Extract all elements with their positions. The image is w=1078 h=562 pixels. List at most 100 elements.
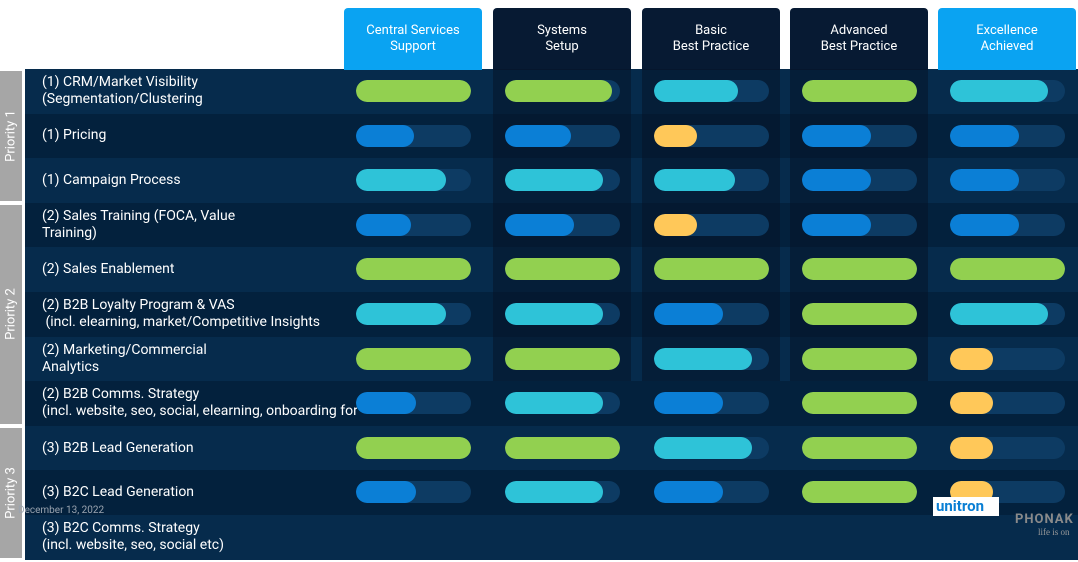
progress-track — [802, 481, 917, 504]
progress-track — [654, 124, 769, 147]
progress-track — [505, 347, 620, 370]
progress-track — [802, 258, 917, 281]
progress-track — [505, 436, 620, 459]
row-label: (2) B2B Loyalty Program & VAS (incl. ele… — [42, 292, 357, 337]
progress-fill — [950, 169, 1019, 192]
progress-track — [505, 392, 620, 415]
progress-fill — [356, 258, 471, 281]
progress-fill — [654, 392, 723, 415]
priority-label: Priority 2 — [3, 288, 19, 341]
progress-track — [654, 169, 769, 192]
progress-fill — [356, 124, 414, 147]
row-label: (3) B2C Comms. Strategy (incl. website, s… — [42, 515, 357, 560]
progress-fill — [505, 303, 603, 325]
progress-track — [802, 80, 917, 102]
progress-track — [654, 436, 769, 459]
progress-fill — [802, 124, 871, 147]
header-line: Setup — [545, 39, 579, 54]
progress-fill — [505, 258, 620, 281]
header-line: Best Practice — [820, 39, 898, 54]
progress-track — [356, 213, 471, 236]
progress-track — [505, 481, 620, 504]
progress-fill — [802, 213, 871, 236]
progress-track — [505, 124, 620, 147]
progress-fill — [654, 303, 723, 325]
row-label-line: (incl. elearning, market/Competitive Ins… — [42, 314, 321, 331]
progress-track — [505, 258, 620, 281]
row-label-line: Analytics — [42, 358, 100, 375]
row-label: (2) Marketing/Commercial Analytics — [42, 337, 357, 382]
column-header: Excellence Achieved — [938, 8, 1076, 70]
progress-track — [950, 436, 1065, 459]
progress-track — [950, 213, 1065, 236]
progress-fill — [654, 258, 769, 281]
progress-fill — [505, 436, 620, 459]
progress-fill — [802, 436, 917, 459]
row-label-line: (3) B2B Lead Generation — [42, 439, 194, 456]
row-label: (2) B2B Comms. Strategy (incl. website, s… — [42, 381, 357, 426]
progress-fill — [654, 481, 723, 504]
row-label-line: (1) Campaign Process — [42, 171, 181, 188]
progress-fill — [356, 481, 416, 504]
progress-fill — [802, 303, 917, 325]
brand-logo: PHONAK — [1015, 512, 1074, 527]
progress-track — [356, 436, 471, 459]
progress-track — [505, 80, 620, 102]
progress-fill — [802, 481, 917, 504]
header-line: Central Services — [366, 23, 460, 38]
progress-track — [356, 347, 471, 370]
progress-track — [356, 392, 471, 415]
progress-fill — [356, 347, 471, 370]
progress-track — [505, 213, 620, 236]
progress-fill — [505, 213, 574, 236]
progress-fill — [505, 481, 603, 504]
progress-fill — [505, 392, 603, 415]
progress-fill — [950, 303, 1048, 325]
row-label-line: (1) CRM/Market Visibility — [42, 74, 198, 91]
progress-fill — [802, 169, 871, 192]
header-line: Best Practice — [672, 39, 750, 54]
progress-fill — [654, 436, 752, 459]
row-label-line: (2) Sales Enablement — [42, 261, 175, 278]
progress-track — [356, 303, 471, 325]
progress-fill — [505, 80, 612, 102]
row-label-line: (2) Marketing/Commercial — [42, 341, 207, 358]
progress-track — [802, 392, 917, 415]
row-label-line: (2) B2B Comms. Strategy — [42, 386, 200, 403]
column-header: Systems Setup — [493, 8, 631, 70]
progress-track — [802, 436, 917, 459]
row-label-line: (incl. website, seo, social, elearning, … — [42, 403, 357, 420]
column-header: Advanced Best Practice — [790, 8, 928, 70]
progress-fill — [654, 80, 738, 102]
progress-fill — [505, 347, 620, 370]
progress-track — [505, 169, 620, 192]
progress-track — [654, 392, 769, 415]
progress-track — [950, 392, 1065, 415]
progress-fill — [356, 303, 446, 325]
progress-track — [654, 80, 769, 102]
progress-fill — [950, 347, 993, 370]
progress-fill — [802, 258, 917, 281]
row-label: (3) B2C Lead Generation — [42, 470, 357, 515]
progress-fill — [950, 124, 1019, 147]
row-label: (1) Pricing — [42, 114, 357, 159]
row-label-line: (2) B2B Loyalty Program & VAS — [42, 297, 235, 314]
row-label-line: (Segmentation/Clustering — [42, 91, 203, 108]
row-label: (1) Campaign Process — [42, 158, 357, 203]
progress-fill — [505, 124, 571, 147]
progress-fill — [356, 80, 471, 102]
progress-track — [654, 303, 769, 325]
progress-track — [950, 124, 1065, 147]
row-label-line: (incl. website, seo, social etc) — [42, 537, 224, 554]
brand-tagline: life is on — [1038, 527, 1070, 537]
header-line: Advanced — [830, 23, 888, 38]
progress-fill — [950, 392, 993, 415]
row-background — [25, 515, 1078, 560]
row-label-line: (1) Pricing — [42, 127, 107, 144]
progress-fill — [505, 169, 603, 192]
priority-band: Priority 1 — [0, 71, 22, 201]
progress-track — [356, 169, 471, 192]
progress-track — [950, 258, 1065, 281]
progress-track — [802, 169, 917, 192]
